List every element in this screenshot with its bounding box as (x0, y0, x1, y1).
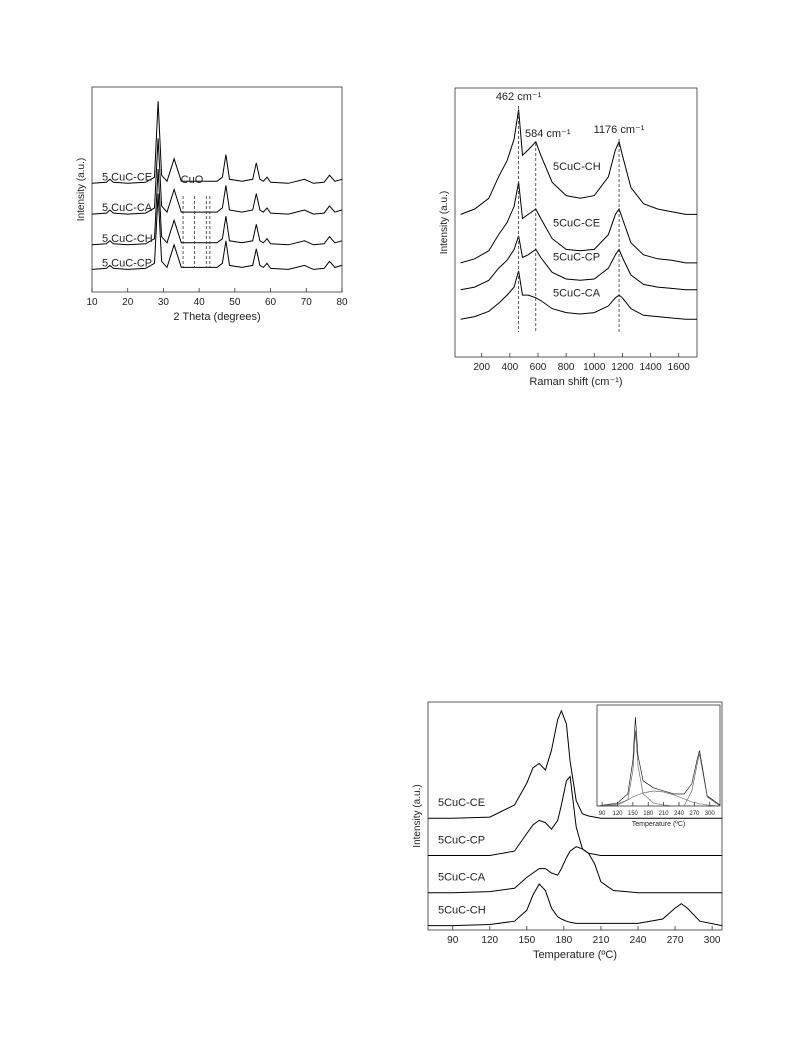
x-tick-label: 1400 (639, 362, 662, 373)
spectrum-line (596, 730, 720, 807)
spectrum-line (460, 182, 697, 264)
x-tick-label: 70 (301, 297, 313, 308)
x-tick-label: 180 (556, 935, 573, 946)
spectrum-line (460, 109, 697, 215)
series-label: 5CuC-CP (553, 251, 600, 263)
spectrum-line (428, 775, 722, 856)
plot-frame (596, 704, 721, 807)
x-tick-label: 20 (122, 297, 134, 308)
annotation: 1176 cm⁻¹ (594, 124, 645, 136)
x-axis-label: Raman shift (cm⁻¹) (529, 376, 622, 388)
x-tick-label: 240 (674, 811, 685, 817)
x-tick-label: 1600 (668, 362, 691, 373)
x-tick-label: 200 (473, 362, 490, 373)
x-tick-label: 180 (643, 811, 654, 817)
series-label: 5 CuC-CE (102, 171, 152, 183)
x-tick-label: 1000 (583, 362, 606, 373)
x-axis-label: Temperature (ºC) (533, 949, 617, 961)
series-label: 5CuC-CA (438, 872, 486, 884)
y-axis-label: Intensity (a.u.) (412, 784, 423, 847)
annotation: CuO (181, 174, 204, 186)
spectrum-line (460, 235, 697, 291)
spectrum-line (91, 101, 343, 184)
series-label: 5CuC-CH (438, 905, 486, 917)
plot-frame (91, 86, 343, 293)
x-tick-label: 60 (265, 297, 277, 308)
x-axis-label: 2 Theta (degrees) (173, 311, 260, 323)
spectrum-line (597, 753, 721, 807)
plot-frame (454, 87, 698, 358)
x-tick-label: 120 (612, 811, 623, 817)
x-tick-label: 270 (689, 811, 700, 817)
x-tick-label: 210 (659, 811, 670, 817)
x-tick-label: 300 (705, 811, 716, 817)
x-tick-label: 90 (599, 811, 606, 817)
annotation: 584 cm⁻¹ (525, 128, 571, 140)
series-label: 5CuC-CE (553, 218, 600, 230)
series-label: 5 CuC-CA (102, 202, 153, 214)
series-label: 5CuC-CH (553, 161, 601, 173)
spectrum-line (460, 270, 697, 320)
series-label: 5CuC-CA (553, 288, 601, 300)
spectrum-line (428, 709, 722, 819)
x-tick-label: 600 (530, 362, 547, 373)
series-label: 5 CuC-CH (102, 233, 153, 245)
series-label: 5 CuC-CP (102, 257, 152, 269)
annotation: 462 cm⁻¹ (496, 91, 542, 103)
x-tick-label: 120 (481, 935, 498, 946)
x-tick-label: 40 (194, 297, 206, 308)
x-tick-label: 80 (336, 297, 348, 308)
spectrum-line (91, 138, 343, 215)
spectrum-line (91, 168, 343, 246)
spectrum-line (596, 717, 721, 807)
spectrum-line (428, 883, 723, 927)
x-tick-label: 400 (502, 362, 519, 373)
x-tick-label: 270 (667, 935, 684, 946)
spectrum-line (91, 193, 343, 270)
x-tick-label: 30 (158, 297, 170, 308)
x-tick-label: 90 (447, 935, 459, 946)
y-axis-label: Intensity (a.u.) (439, 191, 450, 254)
spectrum-line (428, 846, 722, 894)
x-tick-label: 150 (628, 811, 639, 817)
series-label: 5CuC-CP (438, 834, 485, 846)
series-label: 5CuC-CE (438, 797, 485, 809)
x-tick-label: 300 (704, 935, 721, 946)
x-tick-label: 240 (630, 935, 647, 946)
y-axis-label: Intensity (a.u.) (76, 158, 87, 221)
x-tick-label: 800 (558, 362, 575, 373)
x-tick-label: 50 (229, 297, 241, 308)
x-axis-label: Temperature (ºC) (632, 821, 686, 828)
x-tick-label: 210 (593, 935, 610, 946)
x-tick-label: 10 (86, 297, 98, 308)
spectrum-line (596, 790, 721, 807)
x-tick-label: 1200 (611, 362, 634, 373)
x-tick-label: 150 (518, 935, 535, 946)
